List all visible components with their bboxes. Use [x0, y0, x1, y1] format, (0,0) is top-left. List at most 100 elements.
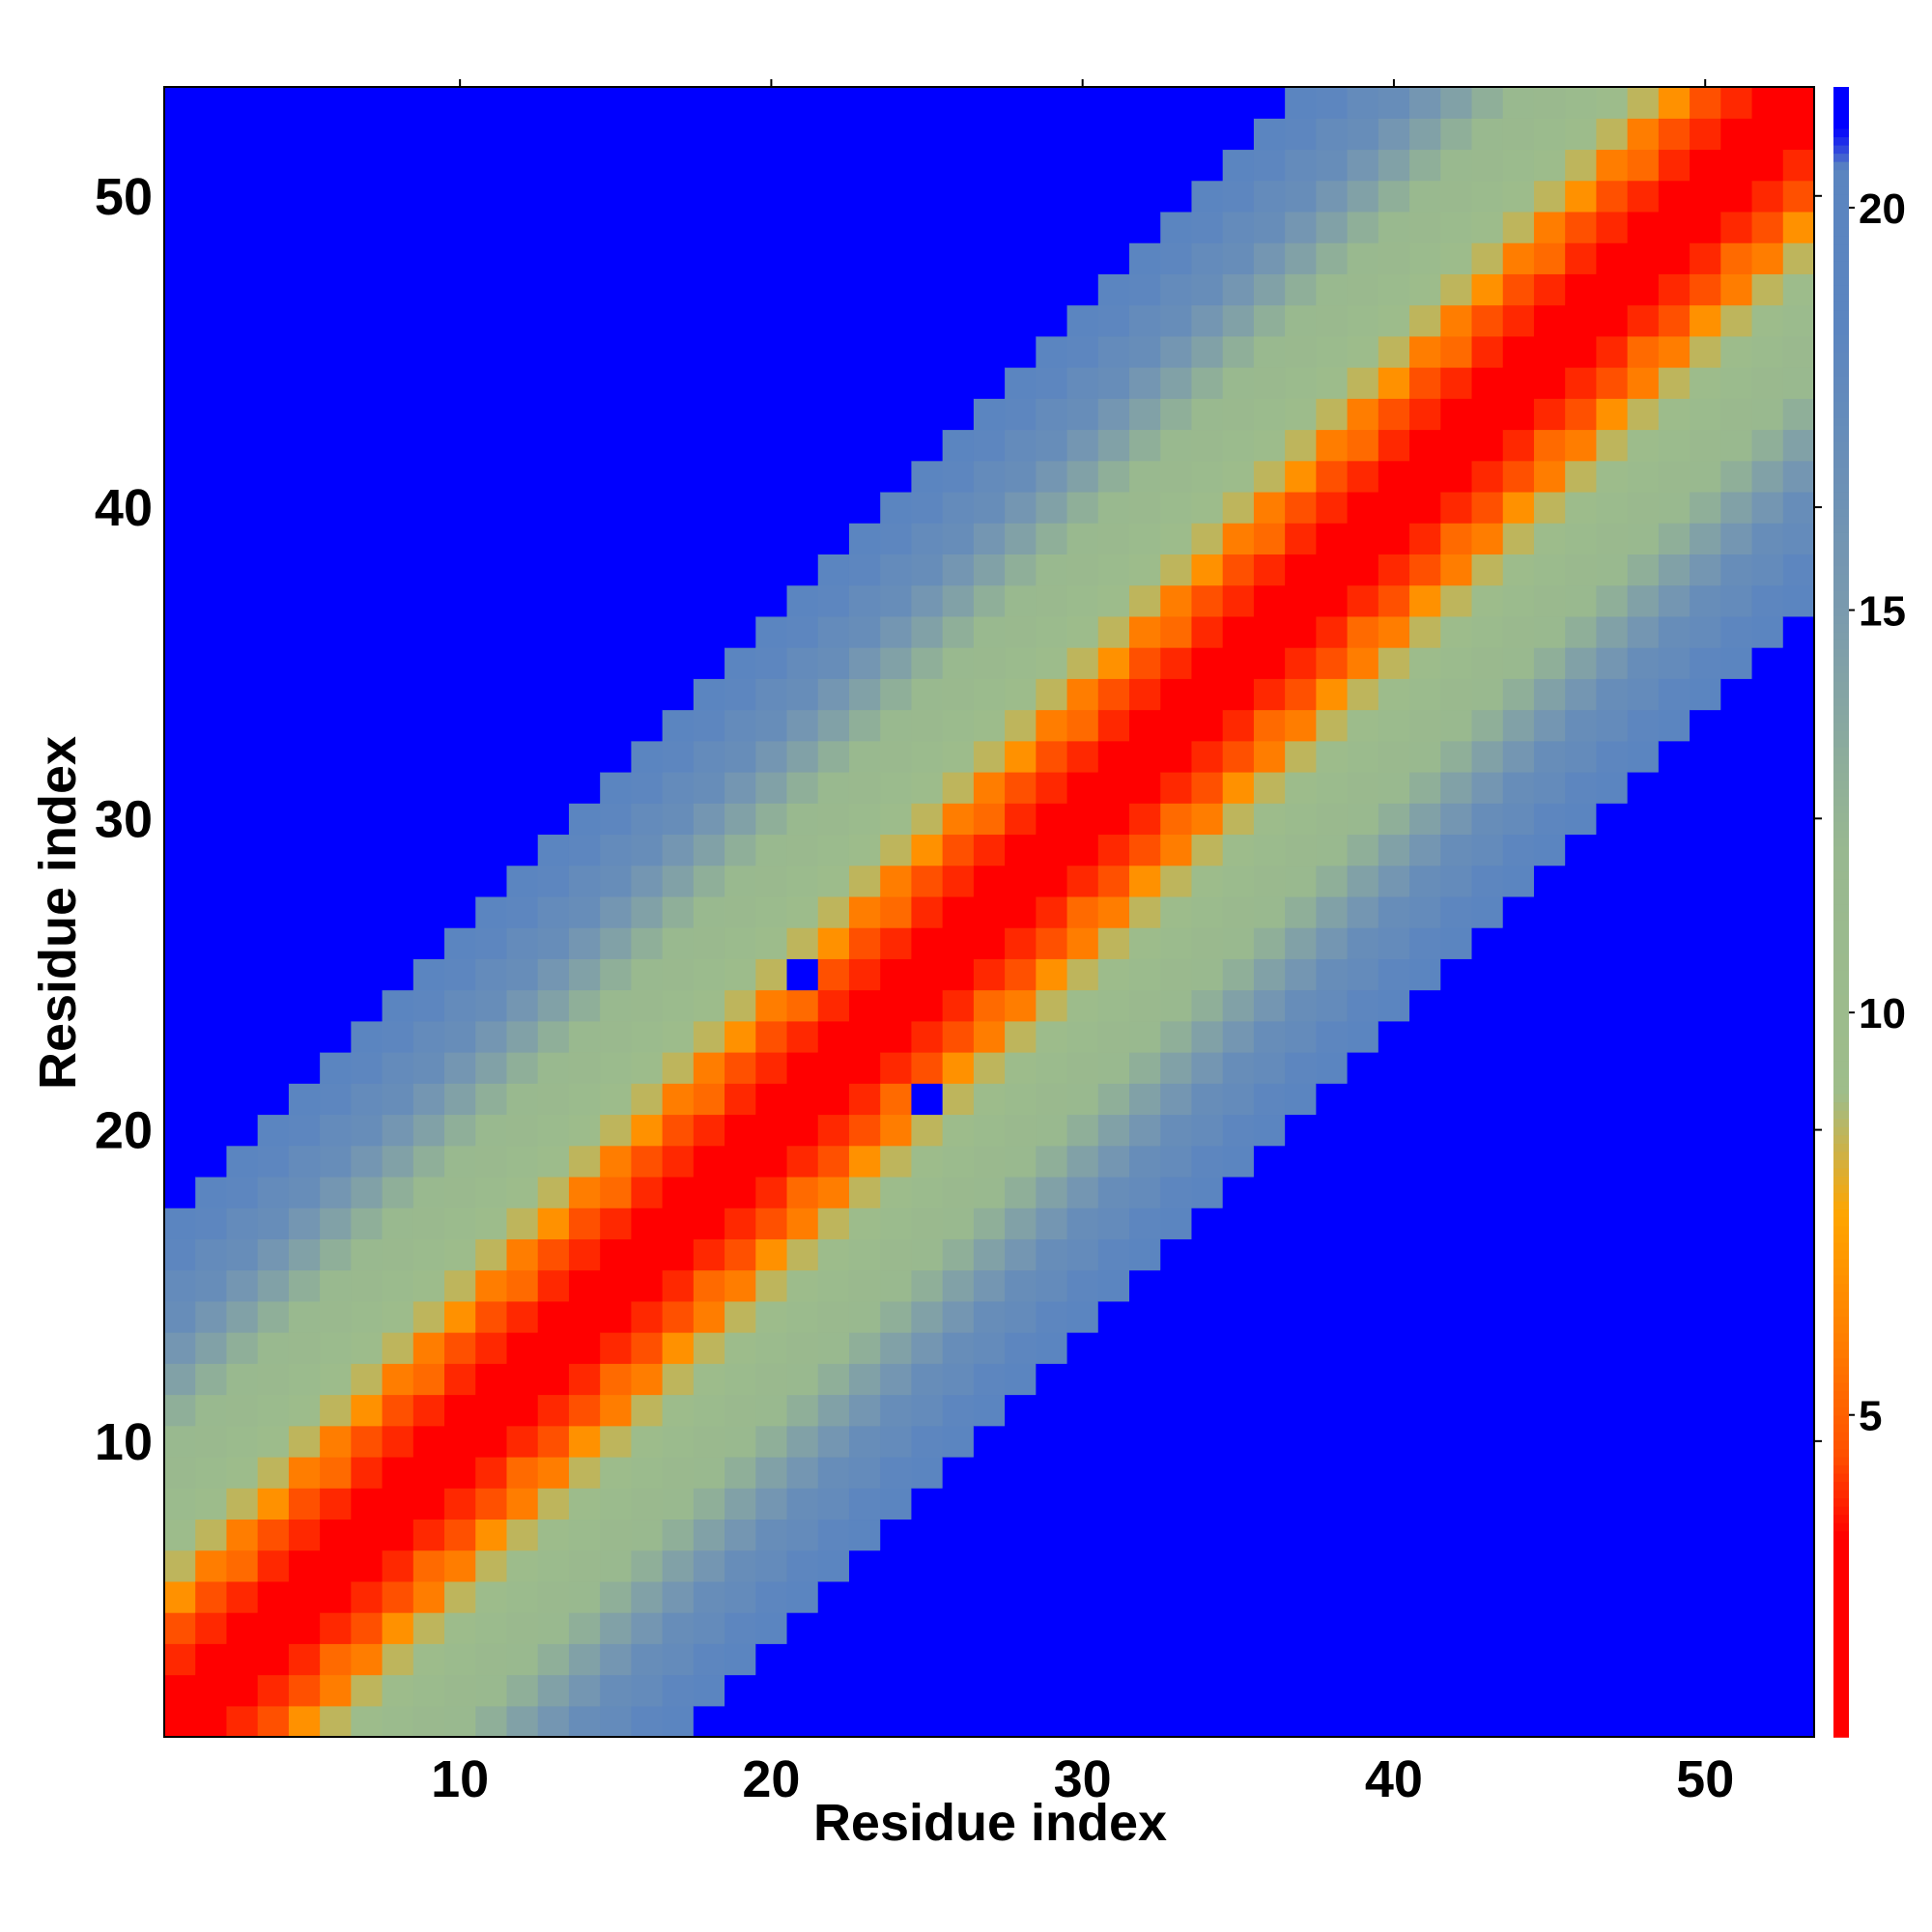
heatmap-cell: [1409, 242, 1441, 274]
heatmap-cell: [1409, 1363, 1441, 1396]
heatmap-cell: [1036, 1238, 1068, 1271]
heatmap-cell: [1596, 1549, 1629, 1582]
heatmap-cell: [1409, 1114, 1441, 1147]
heatmap-cell: [786, 834, 819, 867]
heatmap-cell: [1502, 304, 1535, 337]
heatmap-cell: [1440, 491, 1473, 524]
heatmap-cell: [1129, 647, 1161, 679]
heatmap-cell: [1409, 149, 1441, 182]
heatmap-cell: [880, 118, 913, 151]
heatmap-cell: [1658, 523, 1690, 554]
colorbar-segment: [1833, 994, 1849, 1004]
heatmap-cell: [755, 491, 788, 524]
heatmap-cell: [1751, 1612, 1784, 1644]
heatmap-cell: [1036, 1394, 1068, 1427]
heatmap-cell: [568, 1705, 601, 1738]
heatmap-cell: [568, 1425, 601, 1458]
heatmap-cell: [288, 678, 321, 711]
heatmap-cell: [817, 1269, 850, 1302]
heatmap-cell: [1471, 118, 1504, 151]
heatmap-cell: [755, 740, 788, 773]
heatmap-cell: [412, 1332, 445, 1364]
heatmap-cell: [880, 1612, 913, 1644]
heatmap-cell: [1378, 1674, 1410, 1707]
heatmap-cell: [1471, 1674, 1504, 1707]
heatmap-cell: [1036, 709, 1068, 742]
heatmap-cell: [755, 1020, 788, 1053]
heatmap-cell: [1378, 87, 1410, 119]
plot-frame: [163, 86, 1815, 1738]
heatmap-cell: [600, 87, 632, 119]
heatmap-cell: [1471, 709, 1504, 742]
heatmap-cell: [911, 1020, 944, 1053]
heatmap-cell: [412, 1363, 445, 1396]
heatmap-cell: [1378, 709, 1410, 742]
heatmap-cell: [693, 1208, 725, 1239]
heatmap-cell: [257, 895, 290, 928]
heatmap-cell: [1690, 1145, 1721, 1178]
heatmap-cell: [257, 1519, 290, 1551]
heatmap-cell: [942, 803, 975, 836]
colorbar-segment: [1833, 1712, 1849, 1721]
heatmap-cell: [1690, 149, 1721, 182]
heatmap-cell: [973, 1456, 1006, 1489]
heatmap-cell: [568, 1238, 601, 1271]
heatmap-cell: [1222, 398, 1255, 431]
heatmap-cell: [973, 958, 1006, 991]
heatmap-cell: [1285, 460, 1317, 493]
heatmap-cell: [1129, 771, 1161, 804]
heatmap-cell: [973, 709, 1006, 742]
heatmap-cell: [1316, 118, 1349, 151]
heatmap-cell: [1316, 1580, 1349, 1613]
heatmap-cell: [817, 584, 850, 617]
heatmap-cell: [1720, 211, 1753, 243]
heatmap-cell: [1378, 647, 1410, 679]
heatmap-cell: [973, 1208, 1006, 1239]
heatmap-cell: [382, 1363, 414, 1396]
heatmap-cell: [1471, 1020, 1504, 1053]
heatmap-cell: [1316, 1363, 1349, 1396]
heatmap-cell: [1036, 740, 1068, 773]
heatmap-cell: [1440, 211, 1473, 243]
heatmap-cell: [724, 1238, 756, 1271]
heatmap-cell: [412, 1456, 445, 1489]
heatmap-cell: [786, 1643, 819, 1676]
heatmap-cell: [1533, 927, 1566, 959]
heatmap-cell: [1005, 211, 1037, 243]
heatmap-cell: [1720, 398, 1753, 431]
heatmap-cell: [568, 398, 601, 431]
heatmap-cell: [1690, 1488, 1721, 1520]
heatmap-cell: [382, 895, 414, 928]
heatmap-cell: [1316, 335, 1349, 368]
heatmap-cell: [693, 273, 725, 306]
heatmap-cell: [631, 584, 664, 617]
heatmap-cell: [382, 1176, 414, 1208]
heatmap-cell: [568, 958, 601, 991]
heatmap-cell: [1160, 1114, 1193, 1147]
heatmap-cell: [195, 1332, 228, 1364]
heatmap-cell: [1690, 1300, 1721, 1333]
heatmap-cell: [1097, 1145, 1130, 1178]
heatmap-cell: [1658, 429, 1690, 462]
heatmap-cell: [382, 1580, 414, 1613]
heatmap-cell: [973, 740, 1006, 773]
heatmap-cell: [537, 335, 570, 368]
heatmap-cell: [351, 1394, 384, 1427]
heatmap-cell: [351, 1519, 384, 1551]
heatmap-cell: [1066, 1643, 1099, 1676]
heatmap-cell: [382, 118, 414, 151]
heatmap-cell: [1160, 1643, 1193, 1676]
heatmap-cell: [1316, 1425, 1349, 1458]
heatmap-cell: [1160, 335, 1193, 368]
heatmap-cell: [693, 180, 725, 213]
heatmap-cell: [1378, 771, 1410, 804]
heatmap-cell: [1005, 87, 1037, 119]
heatmap-cell: [911, 865, 944, 897]
heatmap-cell: [911, 803, 944, 836]
heatmap-cell: [226, 1394, 259, 1427]
heatmap-cell: [848, 1208, 881, 1239]
heatmap-cell: [848, 1456, 881, 1489]
heatmap-cell: [1036, 1425, 1068, 1458]
heatmap-cell: [412, 367, 445, 399]
heatmap-cell: [1782, 678, 1815, 711]
